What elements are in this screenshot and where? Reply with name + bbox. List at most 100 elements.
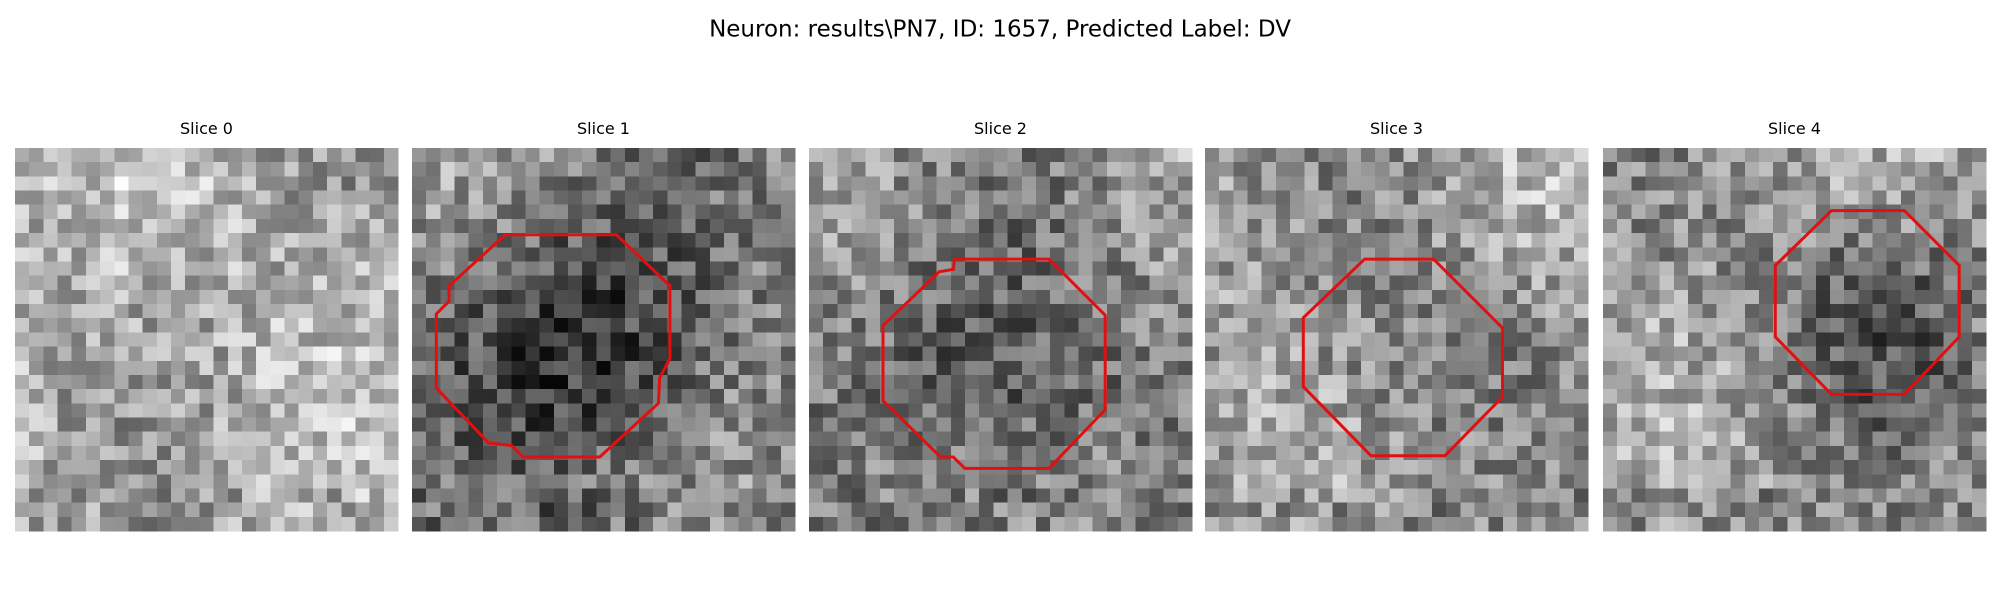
pixel (1233, 275, 1249, 291)
pixel (1502, 502, 1518, 518)
pixel (1943, 389, 1959, 404)
pixel (185, 247, 201, 263)
pixel (1035, 431, 1051, 447)
pixel (752, 261, 768, 277)
pixel (1275, 275, 1291, 291)
pixel (412, 389, 427, 404)
pixel (709, 218, 725, 234)
pixel (284, 304, 300, 319)
pixel (1545, 502, 1561, 518)
pixel (85, 218, 101, 234)
pixel (213, 445, 229, 461)
pixel (610, 190, 626, 206)
pixel (383, 318, 399, 334)
pixel (1502, 261, 1518, 277)
pixel (1417, 190, 1433, 206)
pixel (568, 261, 583, 277)
pixel (681, 289, 697, 305)
pixel (568, 204, 583, 220)
pixel (383, 516, 399, 532)
pixel (199, 304, 215, 319)
pixel (341, 488, 357, 504)
pixel (57, 516, 73, 532)
pixel (298, 417, 314, 433)
pixel (568, 247, 583, 263)
pixel (1886, 488, 1902, 504)
pixel (1659, 261, 1675, 277)
pixel (582, 332, 598, 348)
pixel (85, 502, 101, 518)
pixel (57, 204, 73, 220)
pixel (85, 360, 101, 376)
pixel (1517, 318, 1532, 334)
pixel (1844, 389, 1859, 404)
pixel (1375, 374, 1391, 390)
pixel (1135, 445, 1151, 461)
pixel (1389, 218, 1405, 234)
pixel (1474, 148, 1490, 163)
pixel (1773, 204, 1789, 220)
pixel (1233, 516, 1249, 532)
pixel (1815, 176, 1831, 192)
pixel (1149, 233, 1165, 248)
pixel (1332, 389, 1348, 404)
pixel (468, 275, 484, 291)
pixel (1050, 460, 1065, 475)
pixel (1502, 162, 1518, 177)
pixel (355, 460, 371, 475)
pixel (610, 502, 626, 518)
pixel (312, 148, 328, 163)
pixel (823, 190, 838, 206)
pixel (227, 275, 243, 291)
pixel (1021, 289, 1037, 305)
pixel (1275, 460, 1291, 475)
pixel (965, 488, 980, 504)
pixel (1389, 502, 1405, 518)
pixel (525, 374, 541, 390)
pixel (1631, 176, 1647, 192)
pixel (1375, 389, 1391, 404)
pixel (894, 247, 909, 263)
pixel (823, 474, 838, 490)
pixel (553, 247, 569, 263)
pixel (525, 190, 541, 206)
pixel (185, 502, 201, 518)
pixel (1332, 346, 1348, 362)
pixel (1304, 474, 1320, 490)
pixel (1943, 275, 1959, 291)
pixel (1106, 417, 1122, 433)
pixel (1092, 417, 1108, 433)
pixel (1759, 233, 1774, 248)
pixel (412, 247, 427, 263)
pixel (114, 360, 130, 376)
pixel (1460, 204, 1476, 220)
pixel (1559, 474, 1575, 490)
pixel (227, 346, 243, 362)
pixel (950, 289, 966, 305)
pixel (1631, 445, 1647, 461)
pixel (1502, 389, 1518, 404)
pixel (1502, 445, 1518, 461)
pixel (171, 261, 186, 277)
pixel (1446, 233, 1461, 248)
pixel (256, 304, 271, 319)
pixel (922, 204, 938, 220)
pixel (1106, 516, 1122, 532)
pixel (1730, 148, 1746, 163)
pixel (327, 304, 342, 319)
pixel (936, 431, 952, 447)
pixel (327, 148, 342, 163)
pixel (383, 360, 399, 376)
pixel (1488, 417, 1504, 433)
pixel (1304, 516, 1320, 532)
pixel (979, 417, 995, 433)
pixel (1346, 403, 1362, 419)
pixel (1603, 218, 1618, 234)
pixel (426, 162, 441, 177)
pixel (823, 318, 838, 334)
pixel (1149, 218, 1165, 234)
pixel (1375, 516, 1391, 532)
pixel (1318, 516, 1334, 532)
pixel (341, 360, 357, 376)
pixel (1389, 318, 1405, 334)
